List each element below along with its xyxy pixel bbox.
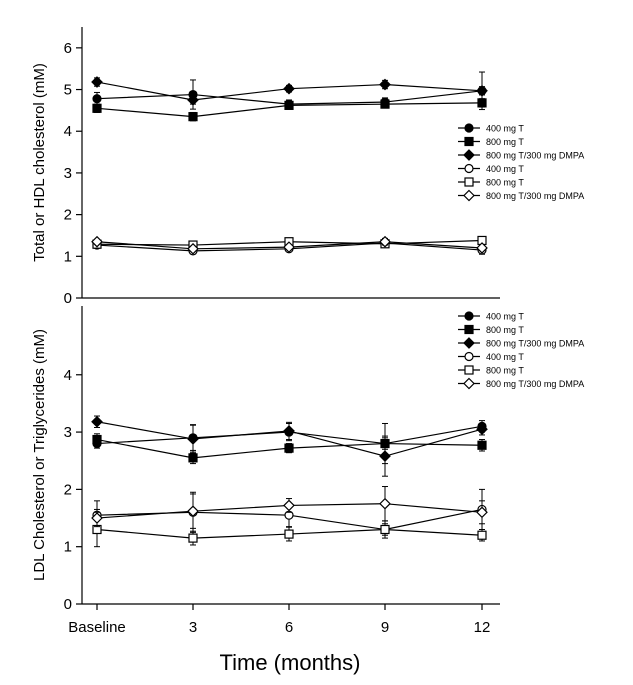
data-point [379,450,391,462]
data-point [187,433,199,445]
data-point [188,533,198,543]
legend-marker [464,123,474,133]
legend-label: 800 mg T [486,325,524,335]
y-tick-label: 6 [64,40,72,57]
x-axis-title: Time (months) [220,650,361,675]
data-point [187,94,199,106]
y-tick-label: 2 [64,207,72,224]
data-point [187,505,199,518]
data-point [91,235,103,248]
legend-label: 400 mg T [486,164,524,174]
legend-label: 800 mg T/300 mg DMPA [486,191,584,201]
data-point [284,529,294,539]
data-point [91,512,103,524]
legend-label: 400 mg T [486,312,524,322]
y-tick-label: 0 [64,596,72,613]
legend-marker [464,177,474,187]
legend-label: 800 mg T/300 mg DMPA [486,379,584,389]
data-point [92,94,102,104]
panel-top: 0 1 2 3 4 5 6 Total or HDL cholesterol (mM) 400 … [31,27,584,307]
data-point [379,235,391,248]
data-point [91,415,103,428]
x-tick-label: 3 [189,619,197,636]
legend-marker [464,365,474,375]
y-tick-label: 1 [64,248,72,265]
x-tick-label: 9 [381,619,389,636]
legend-marker [464,324,474,335]
legend-label: 800 mg T/300 mg DMPA [486,339,584,349]
legend-label: 400 mg T [486,124,524,134]
data-point [283,499,295,512]
data-point [283,82,295,95]
y-tick-label: 0 [64,290,72,307]
data-point [476,84,488,97]
legend-label: 800 mg T/300 mg DMPA [486,151,584,161]
y-axis-title: Total or HDL cholesterol (mM) [31,63,48,262]
y-tick-label: 3 [64,424,72,441]
data-point [476,242,488,254]
legend-marker [463,377,475,390]
data-point [379,497,391,510]
series-2 [91,76,488,106]
data-point [91,76,103,88]
data-point [188,453,198,463]
legend-marker [463,149,475,161]
legend-marker [464,311,474,321]
legend-label: 400 mg T [486,352,524,362]
data-point [187,242,199,255]
y-tick-label: 2 [64,481,72,498]
data-point [283,241,295,253]
data-point [379,78,391,91]
legend-marker [463,337,475,349]
y-tick-label: 4 [64,367,72,384]
x-tick-label: 12 [474,619,491,636]
series-5 [91,486,488,529]
data-point [188,112,198,122]
legend-marker [464,351,474,362]
x-tick-label: 6 [285,619,293,636]
legend-label: 800 mg T [486,137,524,147]
series-1 [92,98,487,122]
data-point [477,530,487,540]
legend: 400 mg T 800 mg T 800 mg T/300 mg DMPA 400 … [458,123,584,202]
legend-marker [464,163,474,174]
data-point [284,443,294,453]
y-tick-label: 3 [64,165,72,182]
x-tick-label: Baseline [68,619,126,636]
y-tick-label: 4 [64,123,72,140]
series-5 [91,235,488,255]
data-point [380,524,390,535]
y-tick-label: 1 [64,539,72,556]
legend: 400 mg T 800 mg T 800 mg T/300 mg DMPA 400 … [458,311,584,390]
data-point [284,100,294,110]
data-point [92,434,102,445]
data-point [476,506,488,519]
legend-label: 800 mg T [486,178,524,188]
series-2 [91,415,488,477]
data-point [283,425,295,437]
data-point [477,440,487,450]
data-point [477,98,487,108]
data-point [476,423,488,436]
legend-marker [463,189,475,202]
y-tick-label: 5 [64,82,72,99]
data-point [380,99,390,109]
legend-marker [464,136,474,147]
legend-label: 800 mg T [486,366,524,376]
data-point [92,103,102,113]
y-axis-title: LDL Cholesterol or Triglycerides (mM) [31,329,48,581]
